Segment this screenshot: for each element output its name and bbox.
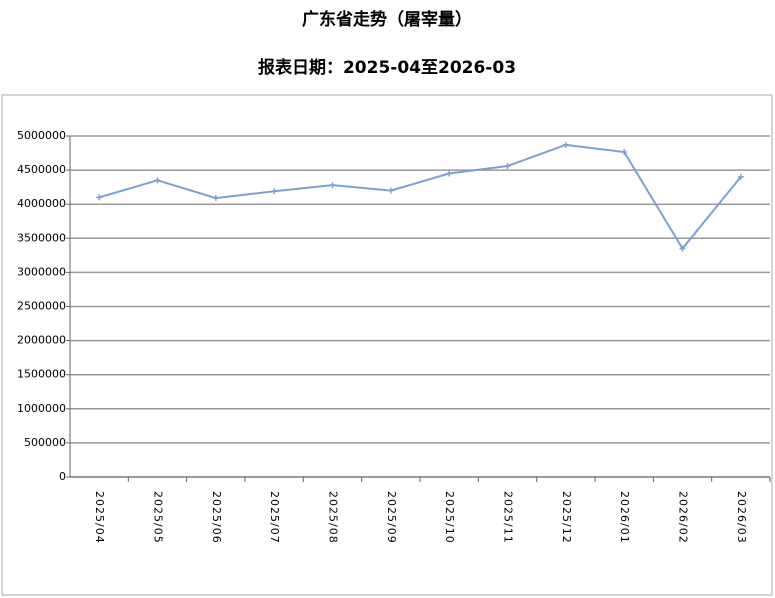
point-marker [212,195,219,202]
x-tick-label: 2025/04 [93,491,106,544]
point-marker [96,194,103,201]
point-marker [621,149,628,156]
y-tick-label: 1500000 [17,368,66,381]
point-marker [154,177,161,184]
point-marker [271,188,278,195]
x-tick-label: 2025/05 [152,491,165,544]
x-tick-label: 2025/12 [560,491,573,544]
chart-frame [1,94,773,596]
y-tick-label: 3000000 [17,265,66,278]
x-tick-label: 2025/10 [443,491,456,544]
x-tick-label: 2025/11 [502,491,515,544]
point-marker [504,163,511,170]
y-tick-label: 4000000 [17,197,66,210]
series-line [98,143,742,251]
point-marker [387,187,394,194]
x-tick-label: 2025/09 [385,491,398,544]
x-tick-label: 2026/01 [618,491,631,544]
point-marker [329,182,336,189]
point-marker [446,170,453,177]
y-tick-label: 2000000 [17,334,66,347]
x-tick-label: 2026/02 [677,491,690,544]
x-tick-label: 2025/06 [210,491,223,544]
point-marker [679,245,686,252]
chart-subtitle: 报表日期：2025-04至2026-03 [258,57,516,78]
x-tick-label: 2026/03 [735,491,748,544]
y-tick-label: 2500000 [17,300,66,313]
point-marker [562,141,569,148]
y-tick-label: 5000000 [17,129,66,142]
point-marker [737,173,744,180]
chart-title: 广东省走势（屠宰量） [302,9,472,30]
y-tick-label: 1000000 [17,402,66,415]
y-tick-label: 3500000 [17,231,66,244]
y-tick-label: 500000 [24,436,66,449]
y-tick-label: 0 [59,470,66,483]
x-tick-label: 2025/07 [268,491,281,544]
x-tick-label: 2025/08 [327,491,340,544]
y-tick-label: 4500000 [17,163,66,176]
